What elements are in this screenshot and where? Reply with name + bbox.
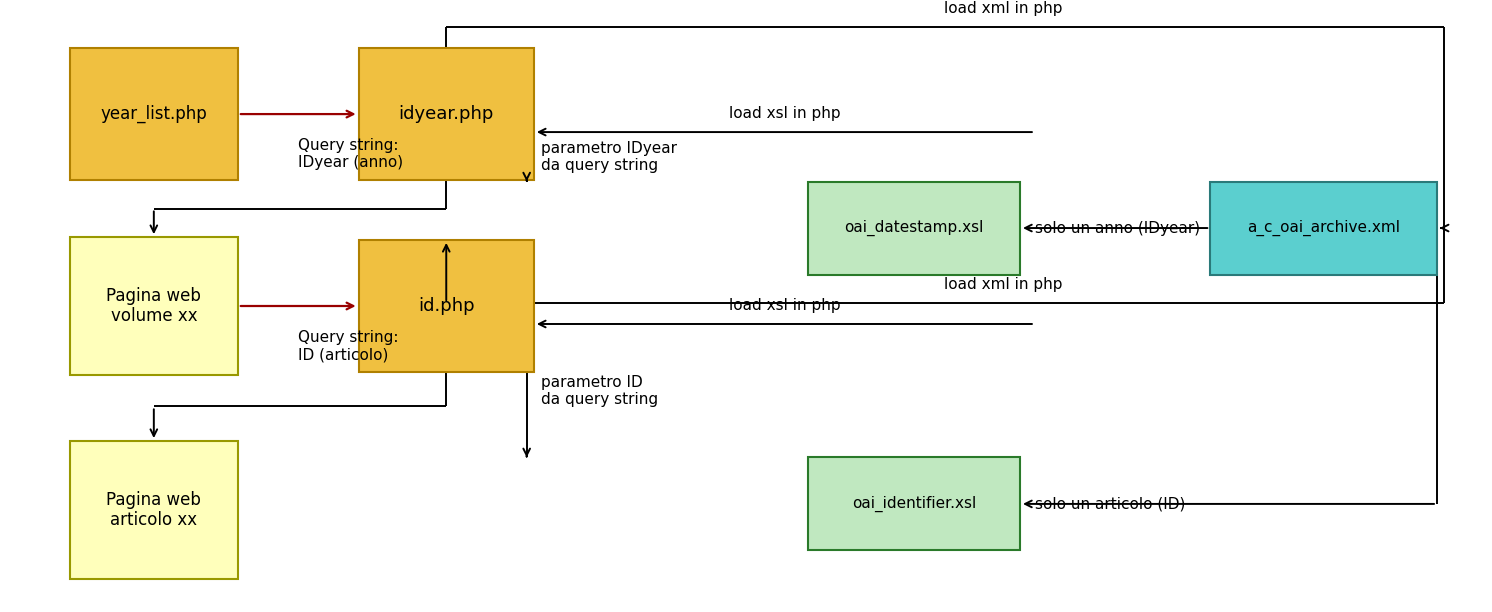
Text: a_c_oai_archive.xml: a_c_oai_archive.xml: [1247, 220, 1399, 236]
Text: year_list.php: year_list.php: [100, 105, 207, 123]
Text: parametro IDyear
da query string: parametro IDyear da query string: [542, 141, 677, 173]
Text: oai_datestamp.xsl: oai_datestamp.xsl: [844, 220, 983, 236]
Text: oai_identifier.xsl: oai_identifier.xsl: [852, 496, 976, 512]
Text: id.php: id.php: [418, 297, 474, 315]
Text: load xml in php: load xml in php: [944, 1, 1062, 17]
FancyBboxPatch shape: [358, 48, 534, 180]
FancyBboxPatch shape: [70, 237, 237, 375]
Text: solo un articolo (ID): solo un articolo (ID): [1035, 496, 1185, 512]
Text: load xsl in php: load xsl in php: [728, 298, 840, 313]
Text: idyear.php: idyear.php: [398, 105, 494, 123]
FancyBboxPatch shape: [809, 182, 1021, 275]
FancyBboxPatch shape: [809, 457, 1021, 550]
Text: load xsl in php: load xsl in php: [728, 106, 840, 121]
Text: Pagina web
articolo xx: Pagina web articolo xx: [106, 491, 201, 529]
FancyBboxPatch shape: [70, 441, 237, 579]
Text: solo un anno (IDyear): solo un anno (IDyear): [1035, 220, 1200, 236]
FancyBboxPatch shape: [70, 48, 237, 180]
Text: Pagina web
volume xx: Pagina web volume xx: [106, 286, 201, 326]
FancyBboxPatch shape: [358, 240, 534, 372]
Text: Query string:
ID (articolo): Query string: ID (articolo): [298, 330, 398, 362]
Text: parametro ID
da query string: parametro ID da query string: [542, 375, 658, 407]
Text: load xml in php: load xml in php: [944, 277, 1062, 292]
Text: Query string:
IDyear (anno): Query string: IDyear (anno): [298, 138, 403, 171]
FancyBboxPatch shape: [1210, 182, 1437, 275]
